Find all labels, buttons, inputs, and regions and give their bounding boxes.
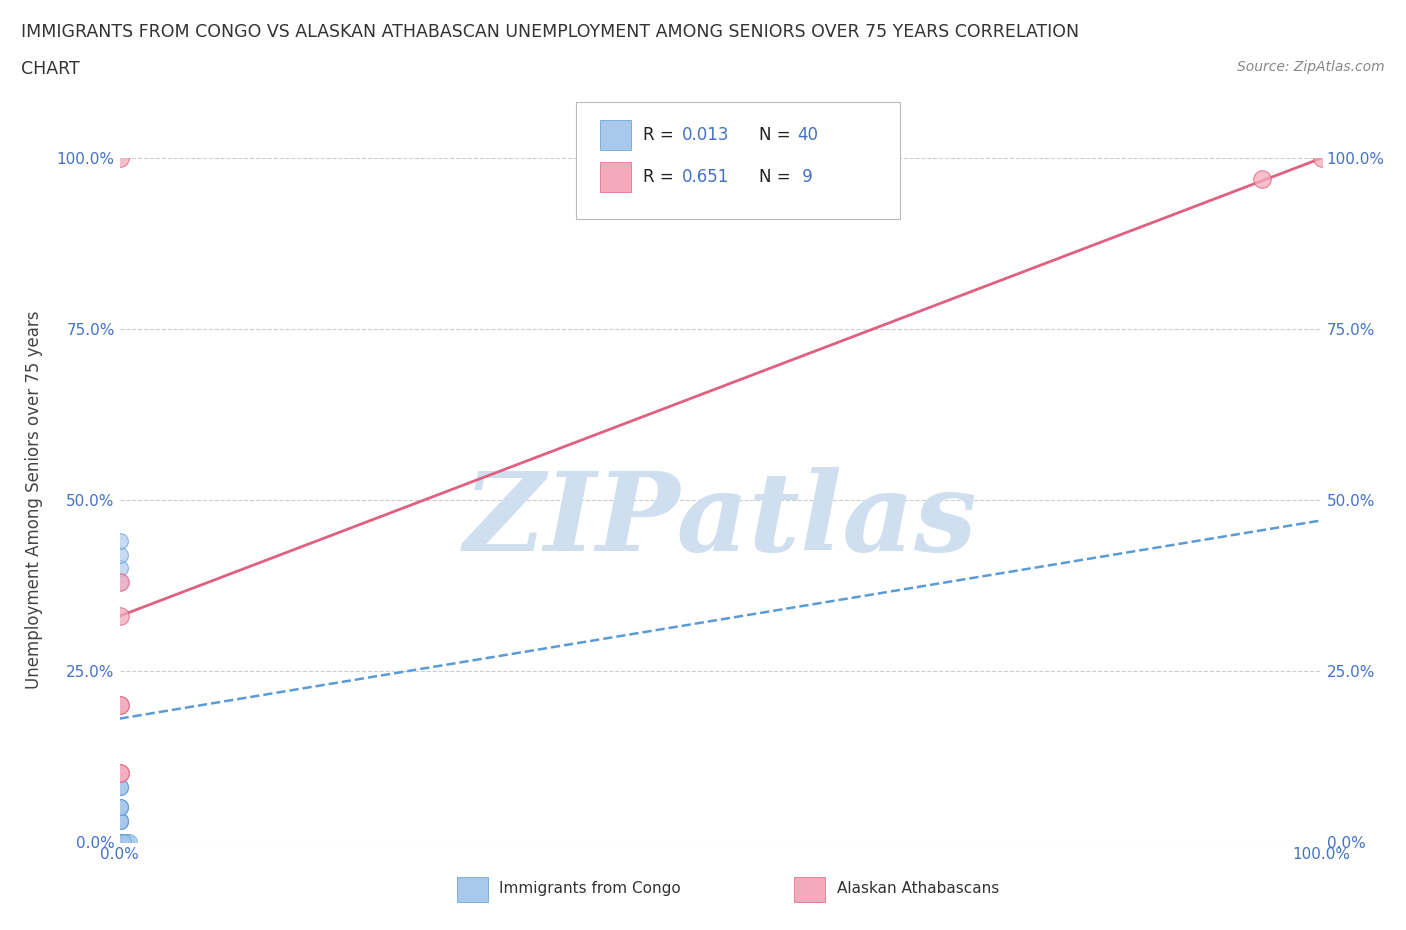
- Text: 0.013: 0.013: [682, 126, 730, 144]
- Text: R =: R =: [643, 167, 679, 186]
- Point: [108, 834, 131, 849]
- Point: [108, 834, 131, 849]
- Point: [108, 800, 131, 815]
- Point: [108, 834, 131, 849]
- Point: [114, 834, 136, 849]
- Point: [108, 534, 131, 549]
- Text: Immigrants from Congo: Immigrants from Congo: [499, 881, 681, 896]
- Point: [108, 800, 131, 815]
- Point: [108, 814, 131, 829]
- Point: [108, 834, 131, 849]
- Text: ZIPatlas: ZIPatlas: [464, 467, 977, 574]
- Point: [108, 834, 131, 849]
- Text: 40: 40: [797, 126, 818, 144]
- Text: 0.651: 0.651: [682, 167, 730, 186]
- Point: [108, 834, 131, 849]
- Point: [108, 561, 131, 576]
- Point: [108, 698, 131, 712]
- Point: [108, 834, 131, 849]
- Point: [108, 834, 131, 849]
- Text: Source: ZipAtlas.com: Source: ZipAtlas.com: [1237, 60, 1385, 74]
- Point: [108, 814, 131, 829]
- Point: [108, 814, 131, 829]
- Point: [108, 834, 131, 849]
- Text: N =: N =: [759, 126, 796, 144]
- Point: [108, 814, 131, 829]
- Point: [108, 814, 131, 829]
- Point: [108, 834, 131, 849]
- Text: N =: N =: [759, 167, 796, 186]
- Point: [108, 608, 131, 623]
- Point: [108, 575, 131, 590]
- Point: [1310, 151, 1333, 166]
- Point: [108, 834, 131, 849]
- Point: [108, 834, 131, 849]
- Point: [108, 547, 131, 562]
- Point: [112, 834, 135, 849]
- Point: [108, 575, 131, 590]
- Point: [108, 698, 131, 712]
- Text: IMMIGRANTS FROM CONGO VS ALASKAN ATHABASCAN UNEMPLOYMENT AMONG SENIORS OVER 75 Y: IMMIGRANTS FROM CONGO VS ALASKAN ATHABAS…: [21, 23, 1080, 41]
- Point: [108, 834, 131, 849]
- Point: [108, 814, 131, 829]
- Y-axis label: Unemployment Among Seniors over 75 years: Unemployment Among Seniors over 75 years: [25, 311, 42, 689]
- Point: [108, 834, 131, 849]
- Point: [108, 766, 131, 781]
- Point: [108, 779, 131, 794]
- Point: [108, 779, 131, 794]
- Point: [108, 834, 131, 849]
- Point: [108, 800, 131, 815]
- Point: [1250, 171, 1272, 186]
- Point: [108, 834, 131, 849]
- Point: [108, 834, 131, 849]
- Text: R =: R =: [643, 126, 679, 144]
- Text: CHART: CHART: [21, 60, 80, 78]
- Text: 9: 9: [797, 167, 813, 186]
- Point: [108, 766, 131, 781]
- Point: [118, 834, 141, 849]
- Point: [108, 800, 131, 815]
- Point: [108, 834, 131, 849]
- Point: [108, 151, 131, 166]
- Point: [108, 834, 131, 849]
- Point: [108, 779, 131, 794]
- Point: [108, 834, 131, 849]
- Text: Alaskan Athabascans: Alaskan Athabascans: [837, 881, 998, 896]
